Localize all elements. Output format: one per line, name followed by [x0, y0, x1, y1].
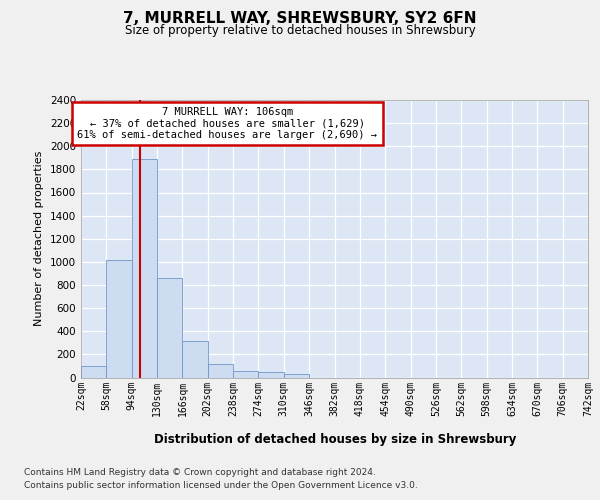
- Bar: [208, 364, 233, 378]
- Text: Distribution of detached houses by size in Shrewsbury: Distribution of detached houses by size …: [154, 432, 516, 446]
- Bar: [233, 371, 259, 378]
- Bar: [259, 372, 284, 378]
- Bar: [157, 278, 182, 378]
- Text: 7, MURRELL WAY, SHREWSBURY, SY2 6FN: 7, MURRELL WAY, SHREWSBURY, SY2 6FN: [123, 11, 477, 26]
- Bar: [182, 340, 208, 378]
- Bar: [132, 159, 157, 378]
- Y-axis label: Number of detached properties: Number of detached properties: [34, 151, 44, 326]
- Text: Size of property relative to detached houses in Shrewsbury: Size of property relative to detached ho…: [125, 24, 475, 37]
- Bar: [81, 366, 106, 378]
- Bar: [284, 374, 309, 378]
- Bar: [106, 260, 132, 378]
- Text: Contains public sector information licensed under the Open Government Licence v3: Contains public sector information licen…: [24, 482, 418, 490]
- Text: Contains HM Land Registry data © Crown copyright and database right 2024.: Contains HM Land Registry data © Crown c…: [24, 468, 376, 477]
- Text: 7 MURRELL WAY: 106sqm
← 37% of detached houses are smaller (1,629)
61% of semi-d: 7 MURRELL WAY: 106sqm ← 37% of detached …: [77, 107, 377, 140]
